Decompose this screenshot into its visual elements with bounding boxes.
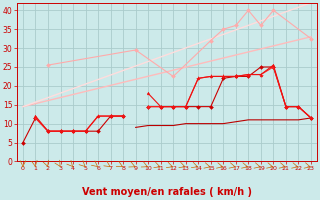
X-axis label: Vent moyen/en rafales ( km/h ): Vent moyen/en rafales ( km/h ) — [82, 187, 252, 197]
